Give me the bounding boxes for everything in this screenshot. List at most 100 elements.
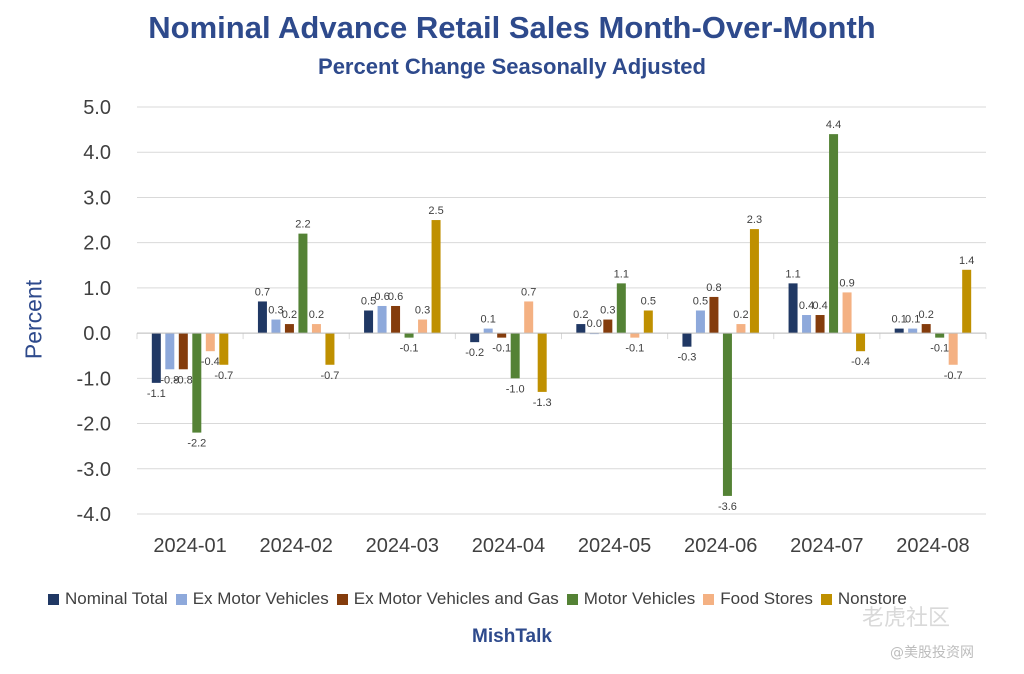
bar <box>205 333 215 352</box>
legend-label: Ex Motor Vehicles and Gas <box>353 589 559 608</box>
bar <box>856 333 866 352</box>
bar <box>695 310 705 334</box>
bar <box>192 333 202 433</box>
legend-swatch <box>703 593 715 605</box>
data-label: 4.4 <box>826 119 841 131</box>
bar <box>788 283 798 334</box>
data-label: -0.1 <box>400 343 419 355</box>
legend-label: Ex Motor Vehicles <box>192 589 329 608</box>
data-label: -0.1 <box>930 343 949 355</box>
bar <box>682 333 692 347</box>
bar <box>364 310 374 334</box>
bar <box>404 333 414 338</box>
data-label: 0.5 <box>361 296 376 308</box>
bar <box>219 333 229 365</box>
data-label: -0.4 <box>851 356 870 368</box>
legend-item: Nominal Total <box>48 589 168 609</box>
x-tick-label: 2024-05 <box>578 535 651 557</box>
data-label: 1.1 <box>785 268 800 280</box>
bar <box>829 134 839 334</box>
x-tick-label: 2024-01 <box>153 535 226 557</box>
y-tick-label: -4.0 <box>77 504 111 526</box>
data-label: 0.2 <box>733 309 748 321</box>
bar <box>894 328 904 334</box>
x-tick-label: 2024-03 <box>366 535 439 557</box>
data-label: 0.1 <box>481 314 496 326</box>
bar <box>749 229 759 334</box>
legend-swatch <box>175 593 187 605</box>
x-tick-label: 2024-02 <box>259 535 332 557</box>
source-label: MishTalk <box>472 626 552 647</box>
data-label: -0.3 <box>677 352 696 364</box>
y-tick-label: 1.0 <box>83 278 111 300</box>
data-label: -1.0 <box>506 383 525 395</box>
data-label: 0.1 <box>892 314 907 326</box>
bar <box>921 324 931 334</box>
bar <box>271 319 281 334</box>
data-label: 0.6 <box>388 291 403 303</box>
bar <box>257 301 267 334</box>
legend-item: Motor Vehicles <box>566 589 696 609</box>
data-label: 0.3 <box>415 305 430 317</box>
data-label: 2.2 <box>295 219 310 231</box>
legend-label: Motor Vehicles <box>583 589 696 608</box>
bar <box>736 324 746 334</box>
bar <box>497 333 507 338</box>
y-tick-label: -1.0 <box>77 368 111 390</box>
data-label: 0.8 <box>706 282 721 294</box>
bar <box>908 328 918 334</box>
data-label: -0.7 <box>320 370 339 382</box>
y-tick-label: 5.0 <box>83 97 111 119</box>
y-tick-label: 3.0 <box>83 187 111 209</box>
data-label: 1.1 <box>614 268 629 280</box>
legend-item: Nonstore <box>820 589 907 609</box>
data-label: -0.2 <box>465 347 484 359</box>
legend-item: Food Stores <box>703 589 813 609</box>
data-label: -1.3 <box>533 397 552 409</box>
bar <box>284 324 294 334</box>
data-label: 0.9 <box>839 277 854 289</box>
bar <box>510 333 520 379</box>
data-label: 0.2 <box>919 309 934 321</box>
bar <box>815 315 825 334</box>
y-tick-label: 4.0 <box>83 142 111 164</box>
bar <box>151 333 161 383</box>
bar <box>802 315 812 334</box>
data-label: 0.2 <box>309 309 324 321</box>
data-label: 0.7 <box>255 286 270 298</box>
data-label: 0.3 <box>600 305 615 317</box>
x-tick-label: 2024-06 <box>684 535 757 557</box>
data-label: -0.8 <box>174 374 193 386</box>
data-label: -1.1 <box>147 388 166 400</box>
data-label: -0.1 <box>625 343 644 355</box>
data-label: 0.2 <box>282 309 297 321</box>
bar <box>524 301 534 334</box>
bar <box>722 333 732 496</box>
bar <box>709 296 719 334</box>
data-label: -2.2 <box>187 438 206 450</box>
bar <box>576 324 586 334</box>
bar <box>483 328 493 334</box>
legend-swatch <box>48 593 59 605</box>
bar <box>178 333 188 370</box>
bar <box>470 333 480 343</box>
bar <box>165 333 175 370</box>
data-label: 0.0 <box>587 318 602 330</box>
x-tick-label: 2024-08 <box>896 535 969 557</box>
bar <box>391 305 401 334</box>
bar <box>948 333 958 365</box>
watermark: 老虎社区 <box>862 606 951 631</box>
data-label: 0.3 <box>268 305 283 317</box>
bar <box>643 310 653 334</box>
legend-label: Food Stores <box>720 589 813 608</box>
y-tick-label: 0.0 <box>83 323 111 345</box>
legend: Nominal Total Ex Motor Vehicles Ex Motor V… <box>48 589 1024 609</box>
x-tick-label: 2024-04 <box>472 535 545 557</box>
bar <box>842 292 852 334</box>
legend-swatch <box>820 593 832 605</box>
legend-swatch <box>336 593 348 605</box>
bar <box>962 269 972 334</box>
data-label: -0.7 <box>214 370 233 382</box>
bar <box>418 319 428 334</box>
data-label: -0.1 <box>492 343 511 355</box>
